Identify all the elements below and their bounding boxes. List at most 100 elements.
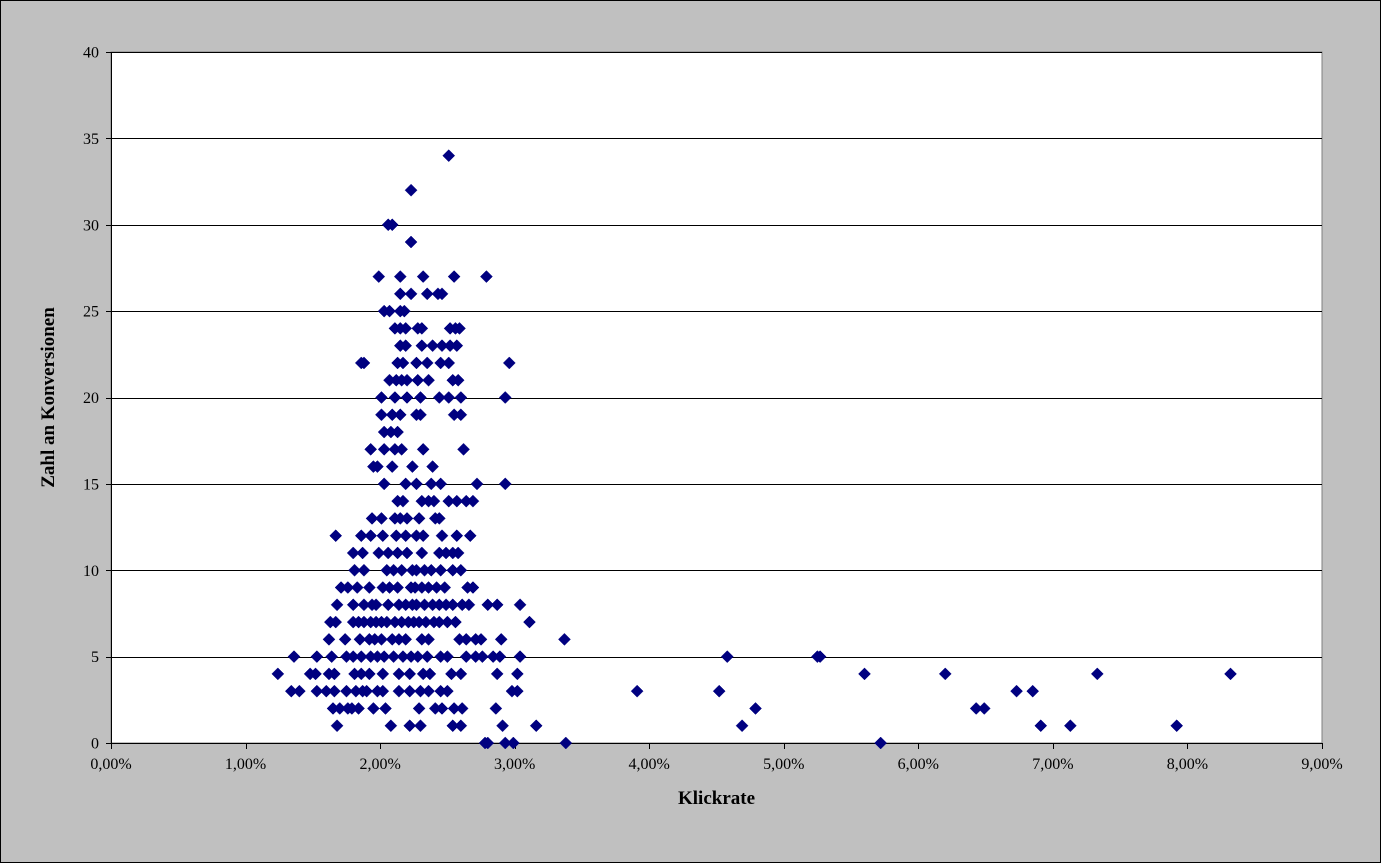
data-point <box>858 667 871 681</box>
data-point <box>1034 719 1048 733</box>
data-point <box>371 460 384 473</box>
data-point <box>393 287 407 301</box>
data-point <box>558 632 571 646</box>
data-point <box>977 702 991 715</box>
data-point <box>287 650 301 663</box>
x-tick-label: 8,00% <box>1167 756 1208 773</box>
data-point <box>403 684 417 698</box>
x-tick-label: 7,00% <box>1032 756 1073 773</box>
data-point <box>391 581 404 594</box>
data-point <box>375 512 388 525</box>
data-point <box>424 563 438 577</box>
data-point <box>466 494 480 508</box>
data-point <box>354 529 368 543</box>
data-point <box>365 512 379 525</box>
x-axis-tick-labels: 0,00% 1,00% 2,00% 3,00% 4,00% 5,00% 6,00% 7,00%… <box>90 756 1342 773</box>
data-point <box>1026 684 1040 698</box>
data-point <box>712 684 726 698</box>
data-point <box>381 598 395 612</box>
y-axis-tick-labels: 0 5 10 15 20 25 30 35 40 <box>83 45 99 753</box>
data-point <box>454 719 468 733</box>
data-point <box>338 632 352 646</box>
data-point <box>449 615 462 629</box>
data-point <box>630 684 644 698</box>
data-point <box>328 684 341 698</box>
data-point <box>414 719 427 733</box>
data-point <box>403 719 417 733</box>
data-point <box>420 650 434 663</box>
data-point <box>414 391 427 404</box>
data-point <box>415 322 429 335</box>
data-point <box>435 529 449 543</box>
data-point <box>341 581 355 594</box>
data-point <box>506 736 520 750</box>
data-point <box>502 356 516 370</box>
data-point <box>364 442 378 456</box>
data-point <box>404 183 418 197</box>
data-point <box>348 563 361 577</box>
data-point <box>422 632 435 646</box>
data-point <box>396 356 410 370</box>
data-point <box>529 719 543 733</box>
data-point <box>415 339 429 353</box>
data-point <box>385 460 399 473</box>
data-point <box>463 529 477 543</box>
data-point <box>416 529 430 543</box>
data-point <box>1090 667 1104 681</box>
data-point <box>376 529 390 543</box>
data-point <box>442 149 456 163</box>
data-point <box>1064 719 1077 733</box>
data-point <box>435 702 449 715</box>
y-tick-label: 10 <box>83 563 99 580</box>
data-point <box>1010 684 1023 698</box>
data-point <box>422 684 435 698</box>
x-tick-label: 0,00% <box>90 756 131 773</box>
data-point <box>381 218 395 232</box>
data-point <box>346 598 360 612</box>
data-point <box>432 512 446 525</box>
data-point <box>559 736 573 750</box>
data-point <box>372 270 386 283</box>
data-point <box>377 650 391 663</box>
x-tick-label: 2,00% <box>359 756 400 773</box>
data-point <box>375 408 388 422</box>
data-point <box>399 477 413 491</box>
data-point <box>414 408 427 422</box>
data-point <box>434 563 448 577</box>
data-point <box>330 719 344 733</box>
data-point <box>392 684 406 698</box>
data-point <box>391 546 404 560</box>
data-point <box>376 684 390 698</box>
data-point <box>422 373 435 387</box>
data-point <box>375 632 388 646</box>
data-point <box>328 667 341 681</box>
data-point <box>459 650 473 663</box>
data-point <box>356 546 369 560</box>
data-point <box>494 632 508 646</box>
data-point <box>377 442 391 456</box>
data-point <box>309 667 322 681</box>
data-point <box>383 304 396 318</box>
data-point <box>434 477 448 491</box>
data-point <box>340 684 353 698</box>
data-point <box>454 391 468 404</box>
data-point <box>416 270 430 283</box>
data-point <box>426 460 439 473</box>
data-point <box>404 235 418 249</box>
data-point <box>513 598 527 612</box>
data-point <box>392 667 406 681</box>
data-point <box>424 477 438 491</box>
data-points <box>271 149 1237 750</box>
data-point <box>490 667 504 681</box>
data-point <box>372 546 386 560</box>
x-tick-label: 3,00% <box>494 756 535 773</box>
data-point <box>466 581 480 594</box>
data-point <box>441 650 454 663</box>
x-tick-label: 6,00% <box>898 756 939 773</box>
data-point <box>435 287 449 301</box>
data-point <box>329 615 343 629</box>
data-point <box>489 702 503 715</box>
data-point <box>399 339 413 353</box>
data-point <box>462 598 476 612</box>
data-point <box>271 667 285 681</box>
